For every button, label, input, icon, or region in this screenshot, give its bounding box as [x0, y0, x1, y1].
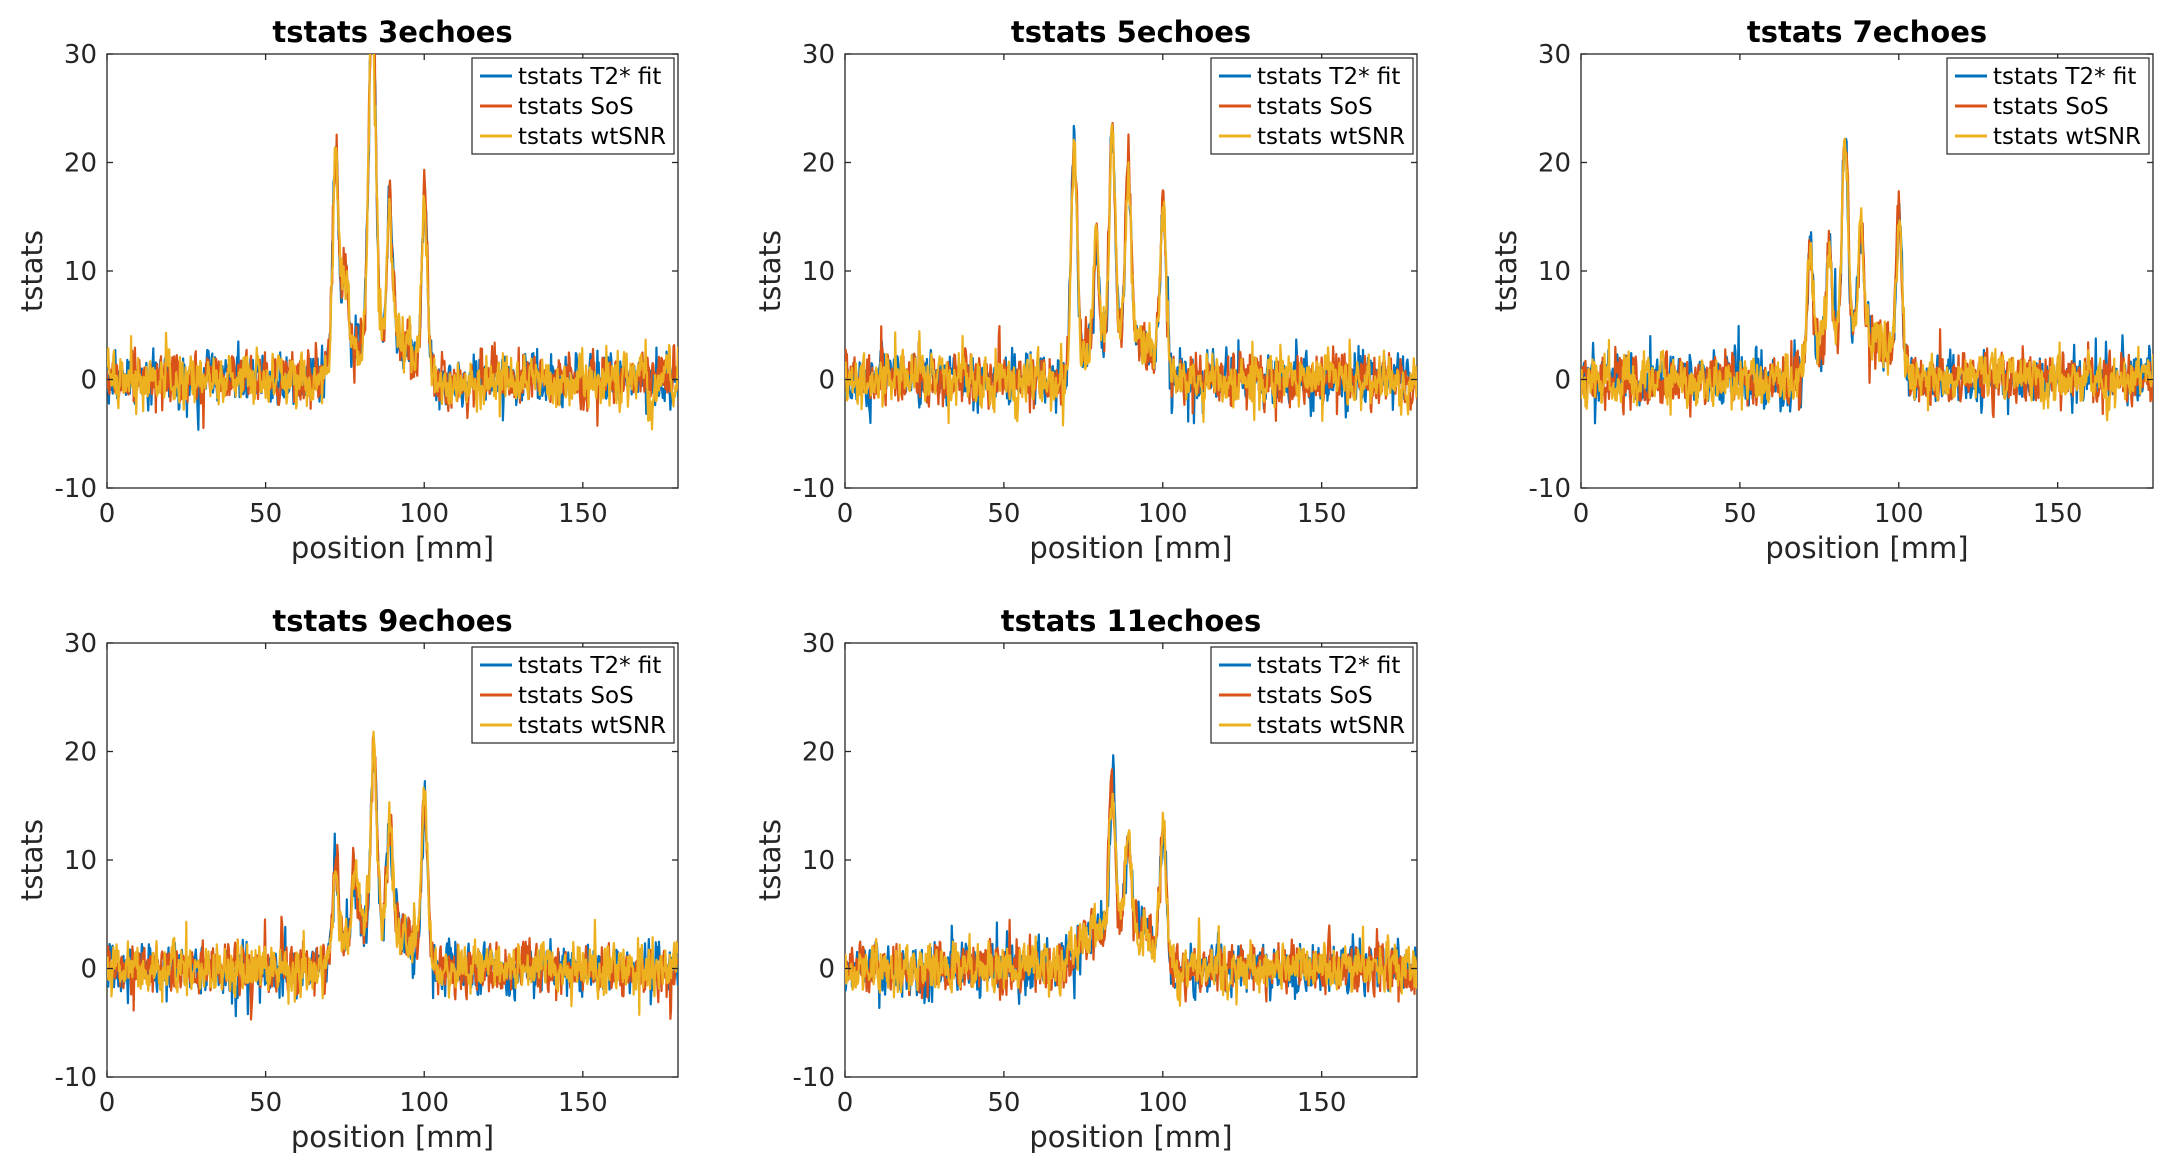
series-group: [107, 730, 678, 1021]
x-tick-label: 150: [1297, 1088, 1347, 1118]
y-tick-label: -10: [793, 1063, 835, 1093]
y-tick-label: 30: [802, 629, 835, 659]
y-tick-label: 10: [802, 257, 835, 287]
y-tick-label: 20: [64, 738, 97, 768]
y-tick-label: 0: [818, 955, 835, 985]
legend: tstats T2* fit tstats SoS tstats wtSNR: [471, 57, 675, 155]
x-tick-label: 100: [1138, 499, 1188, 529]
y-tick-label: 10: [64, 257, 97, 287]
series-line-3: [1581, 137, 2153, 422]
chart-title: tstats 7echoes: [1747, 15, 1987, 49]
legend: tstats T2* fit tstats SoS tstats wtSNR: [471, 646, 675, 744]
x-tick-label: 0: [1573, 499, 1590, 529]
x-tick-label: 100: [399, 1088, 449, 1118]
legend-entry: tstats wtSNR: [1257, 124, 1405, 150]
chart-title: tstats 3echoes: [272, 15, 512, 49]
y-axis-label: tstats: [753, 230, 787, 312]
x-axis-label: position [mm]: [1029, 531, 1232, 565]
series-line-3: [845, 123, 1417, 427]
legend-entry: tstats SoS: [518, 683, 634, 709]
legend: tstats T2* fit tstats SoS tstats wtSNR: [1210, 57, 1414, 155]
y-axis-label: tstats: [753, 819, 787, 901]
x-tick-label: 100: [1874, 499, 1924, 529]
series-group: [845, 754, 1417, 1010]
y-tick-label: 20: [802, 149, 835, 179]
legend: tstats T2* fit tstats SoS tstats wtSNR: [1946, 57, 2150, 155]
x-tick-label: 50: [249, 1088, 282, 1118]
y-tick-label: -10: [1529, 474, 1571, 504]
x-axis-label: position [mm]: [291, 531, 494, 565]
x-tick-label: 150: [2033, 499, 2083, 529]
x-axis-label: position [mm]: [291, 1120, 494, 1154]
y-tick-label: 30: [802, 40, 835, 70]
legend-entry: tstats wtSNR: [1993, 124, 2141, 150]
x-tick-label: 50: [1723, 499, 1756, 529]
series-line-3: [107, 54, 678, 431]
x-axis-label: position [mm]: [1765, 531, 1968, 565]
y-tick-label: 30: [64, 629, 97, 659]
series-line-3: [107, 730, 678, 1017]
y-tick-label: 10: [802, 846, 835, 876]
chart-title: tstats 5echoes: [1011, 15, 1251, 49]
legend-entry: tstats wtSNR: [1257, 713, 1405, 739]
x-tick-label: 150: [558, 1088, 608, 1118]
legend-entry: tstats T2* fit: [518, 653, 661, 679]
legend-entry: tstats T2* fit: [1257, 653, 1400, 679]
y-tick-label: 10: [1538, 257, 1571, 287]
y-axis-label: tstats: [1489, 230, 1523, 312]
legend-entry: tstats SoS: [1257, 94, 1373, 120]
x-tick-label: 150: [558, 499, 608, 529]
y-tick-label: 30: [64, 40, 97, 70]
legend-entry: tstats wtSNR: [518, 713, 666, 739]
legend-entry: tstats wtSNR: [518, 124, 666, 150]
series-line-3: [845, 792, 1417, 1007]
y-tick-label: 20: [64, 149, 97, 179]
x-tick-label: 100: [1138, 1088, 1188, 1118]
x-tick-label: 50: [249, 499, 282, 529]
y-axis-label: tstats: [15, 819, 49, 901]
legend-entry: tstats T2* fit: [1993, 64, 2136, 90]
x-tick-label: 0: [837, 1088, 854, 1118]
x-axis-label: position [mm]: [1029, 1120, 1232, 1154]
y-tick-label: 30: [1538, 40, 1571, 70]
legend-entry: tstats T2* fit: [518, 64, 661, 90]
series-group: [845, 121, 1417, 427]
x-tick-label: 0: [837, 499, 854, 529]
x-tick-label: 0: [99, 499, 116, 529]
y-tick-label: -10: [793, 474, 835, 504]
y-tick-label: 0: [818, 366, 835, 396]
y-tick-label: 0: [80, 955, 97, 985]
y-tick-label: 0: [1554, 366, 1571, 396]
y-axis-label: tstats: [15, 230, 49, 312]
x-tick-label: 0: [99, 1088, 116, 1118]
y-tick-label: 20: [1538, 149, 1571, 179]
x-tick-label: 50: [987, 1088, 1020, 1118]
y-tick-label: 0: [80, 366, 97, 396]
legend-entry: tstats SoS: [518, 94, 634, 120]
series-group: [1581, 137, 2153, 425]
x-tick-label: 150: [1297, 499, 1347, 529]
series-group: [107, 54, 678, 431]
legend-entry: tstats T2* fit: [1257, 64, 1400, 90]
chart-title: tstats 11echoes: [1001, 604, 1262, 638]
y-tick-label: -10: [55, 474, 97, 504]
y-tick-label: 20: [802, 738, 835, 768]
x-tick-label: 50: [987, 499, 1020, 529]
y-tick-label: -10: [55, 1063, 97, 1093]
legend-entry: tstats SoS: [1993, 94, 2109, 120]
x-tick-label: 100: [399, 499, 449, 529]
legend-entry: tstats SoS: [1257, 683, 1373, 709]
chart-title: tstats 9echoes: [272, 604, 512, 638]
legend: tstats T2* fit tstats SoS tstats wtSNR: [1210, 646, 1414, 744]
y-tick-label: 10: [64, 846, 97, 876]
